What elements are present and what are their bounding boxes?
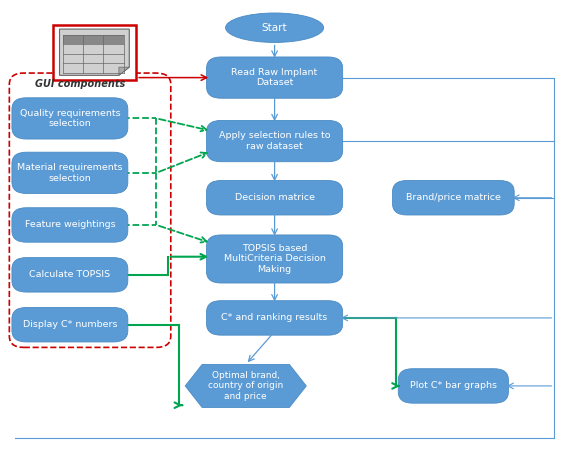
Ellipse shape bbox=[226, 13, 324, 42]
Polygon shape bbox=[185, 364, 306, 408]
Text: Decision matrice: Decision matrice bbox=[234, 193, 315, 202]
Text: GUI components: GUI components bbox=[36, 78, 125, 89]
FancyBboxPatch shape bbox=[206, 120, 343, 162]
Text: C* and ranking results: C* and ranking results bbox=[222, 313, 328, 322]
FancyBboxPatch shape bbox=[392, 180, 514, 215]
Text: Start: Start bbox=[262, 22, 287, 33]
Text: Display C* numbers: Display C* numbers bbox=[23, 320, 117, 329]
FancyBboxPatch shape bbox=[12, 257, 128, 292]
FancyBboxPatch shape bbox=[12, 152, 128, 193]
FancyBboxPatch shape bbox=[52, 25, 136, 80]
FancyBboxPatch shape bbox=[398, 369, 508, 403]
Text: Calculate TOPSIS: Calculate TOPSIS bbox=[29, 270, 110, 280]
FancyBboxPatch shape bbox=[206, 180, 343, 215]
Text: Quality requirements
selection: Quality requirements selection bbox=[20, 109, 120, 128]
Text: Plot C* bar graphs: Plot C* bar graphs bbox=[410, 381, 497, 391]
FancyBboxPatch shape bbox=[63, 34, 124, 44]
Text: Read Raw Implant
Dataset: Read Raw Implant Dataset bbox=[231, 68, 318, 87]
FancyBboxPatch shape bbox=[12, 308, 128, 342]
Text: Feature weightings: Feature weightings bbox=[24, 220, 115, 230]
Text: Optimal brand,
country of origin
and price: Optimal brand, country of origin and pri… bbox=[208, 371, 283, 401]
FancyBboxPatch shape bbox=[12, 98, 128, 139]
Text: Apply selection rules to
raw dataset: Apply selection rules to raw dataset bbox=[219, 131, 331, 151]
FancyBboxPatch shape bbox=[206, 235, 343, 283]
FancyBboxPatch shape bbox=[206, 57, 343, 98]
Text: TOPSIS based
MultiCriteria Decision
Making: TOPSIS based MultiCriteria Decision Maki… bbox=[224, 244, 325, 274]
FancyBboxPatch shape bbox=[12, 208, 128, 242]
Text: Material requirements
selection: Material requirements selection bbox=[17, 163, 122, 183]
Polygon shape bbox=[119, 67, 129, 75]
Polygon shape bbox=[59, 29, 129, 75]
Text: Brand/price matrice: Brand/price matrice bbox=[406, 193, 501, 202]
FancyBboxPatch shape bbox=[206, 301, 343, 335]
